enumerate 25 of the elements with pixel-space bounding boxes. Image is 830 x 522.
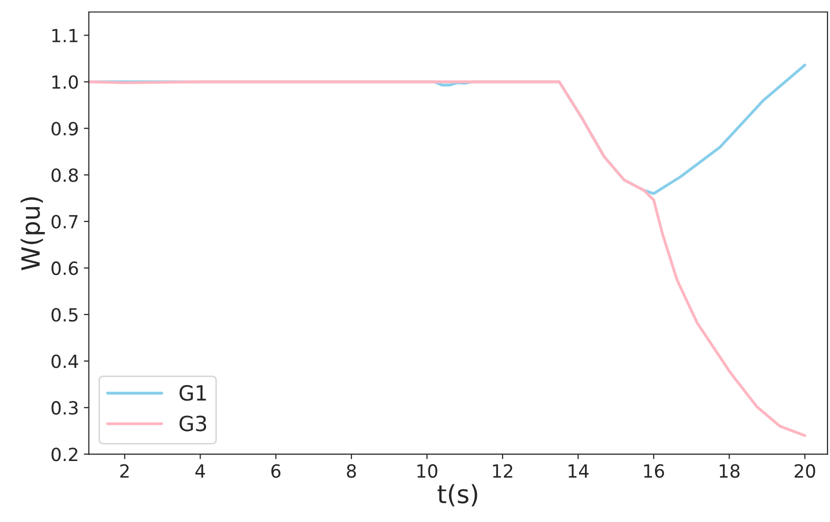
legend-label: G3: [180, 416, 206, 432]
x-tick-label: 18: [720, 464, 740, 478]
x-tick-label: 2: [120, 464, 129, 478]
x-tick-label: 20: [794, 464, 816, 478]
y-tick-label: 0.2: [52, 448, 78, 462]
y-tick-label: 0.8: [52, 168, 78, 182]
line-series: [88, 80, 806, 437]
legend-label: G1: [180, 385, 206, 401]
y-axis-title: W(pu): [20, 197, 45, 270]
y-tick-label: 1.1: [52, 28, 78, 42]
y-tick-label: 0.3: [52, 401, 78, 415]
y-tick-label: 0.6: [52, 261, 78, 276]
x-tick-label: 4: [195, 464, 206, 478]
y-tick-label: 0.9: [52, 122, 78, 136]
x-axis-title: t(s): [438, 484, 478, 506]
y-tick-label: 1.0: [52, 75, 78, 89]
x-tick-label: 6: [271, 464, 280, 478]
x-tick-label: 14: [568, 464, 589, 478]
x-tick-label: 12: [493, 464, 512, 478]
x-tick-label: 16: [644, 464, 664, 478]
y-tick-label: 0.7: [52, 214, 78, 229]
y-tick-label: 0.4: [52, 354, 78, 368]
x-tick-label: 10: [417, 464, 438, 478]
x-tick-label: 8: [346, 464, 356, 478]
y-tick-label: 0.5: [52, 308, 78, 322]
